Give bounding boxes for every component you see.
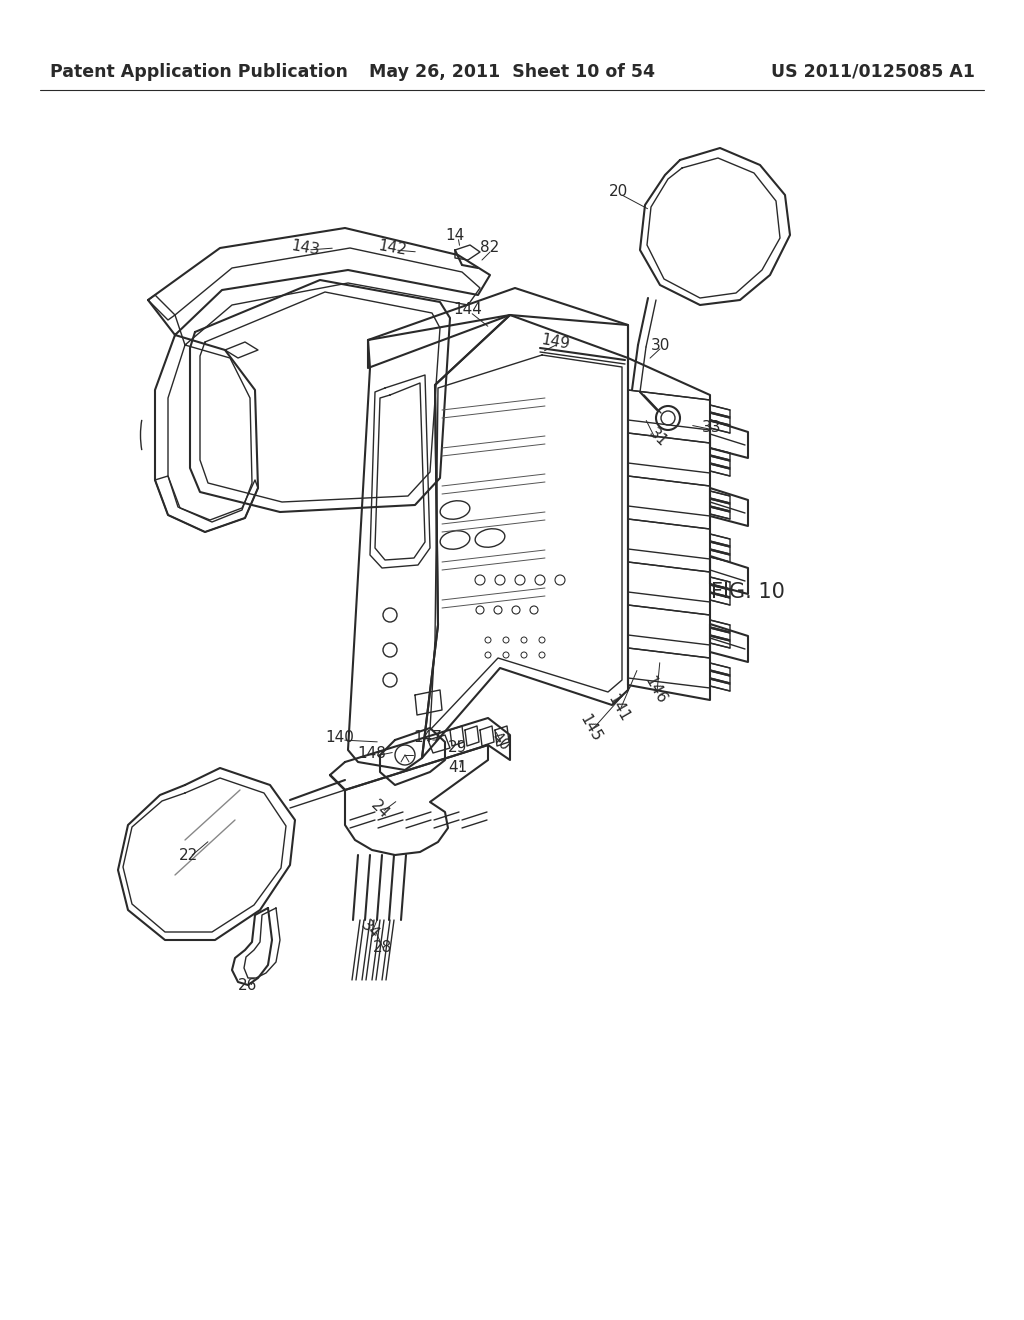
Text: 30: 30 [650,338,670,352]
Text: 142: 142 [377,238,408,257]
Text: 33: 33 [702,421,722,436]
Text: 149: 149 [540,333,570,352]
Text: 141: 141 [604,692,632,725]
Text: 41: 41 [449,760,468,776]
Text: 148: 148 [357,747,386,762]
Text: Patent Application Publication: Patent Application Publication [50,63,348,81]
Text: FIG. 10: FIG. 10 [711,582,785,602]
Text: 26: 26 [239,978,258,993]
Text: 140: 140 [326,730,354,746]
Text: 34: 34 [357,917,382,942]
Text: 40: 40 [487,730,512,754]
Text: 20: 20 [608,185,628,199]
Text: 144: 144 [454,302,482,318]
Text: 29: 29 [449,741,468,755]
Text: 82: 82 [480,240,500,256]
Text: 24: 24 [368,797,392,822]
Text: 22: 22 [178,847,198,862]
Text: US 2011/0125085 A1: US 2011/0125085 A1 [771,63,975,81]
Text: 147: 147 [414,730,442,746]
Text: 145: 145 [577,711,604,744]
Text: 31: 31 [646,426,670,450]
Text: 143: 143 [290,238,321,257]
Text: 14: 14 [445,227,465,243]
Text: May 26, 2011  Sheet 10 of 54: May 26, 2011 Sheet 10 of 54 [369,63,655,81]
Text: 28: 28 [373,940,391,956]
Text: 146: 146 [641,673,669,706]
